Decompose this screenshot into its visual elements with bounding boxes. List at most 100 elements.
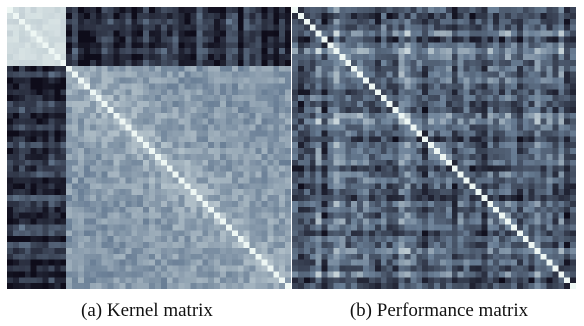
kernel-matrix-cell — [214, 195, 221, 202]
kernel-matrix-cell — [208, 54, 215, 61]
performance-matrix-cell — [528, 77, 535, 84]
kernel-matrix-cell — [101, 101, 108, 108]
performance-matrix-cell — [558, 112, 565, 120]
performance-matrix-cell — [309, 277, 317, 284]
kernel-matrix-cell — [166, 36, 174, 43]
kernel-matrix-cell — [78, 106, 85, 114]
performance-matrix-cell — [564, 42, 571, 49]
kernel-matrix-cell — [125, 65, 132, 73]
kernel-matrix-cell — [83, 18, 91, 26]
performance-matrix-cell — [398, 65, 405, 73]
kernel-matrix-cell — [166, 206, 174, 214]
kernel-matrix-cell — [190, 259, 197, 266]
performance-matrix-cell — [386, 159, 393, 167]
kernel-matrix-cell — [261, 18, 268, 26]
performance-matrix-cell — [351, 283, 358, 289]
performance-matrix-cell — [297, 71, 305, 78]
performance-matrix-cell — [292, 65, 299, 73]
kernel-matrix-cell — [42, 236, 49, 243]
performance-matrix-cell — [345, 106, 352, 114]
performance-matrix-cell — [386, 177, 393, 184]
performance-matrix-cell — [410, 95, 417, 102]
performance-matrix-cell — [422, 206, 429, 214]
performance-matrix-cell — [380, 95, 388, 102]
performance-matrix-cell — [552, 159, 559, 167]
performance-matrix-cell — [475, 36, 482, 43]
kernel-matrix-cell — [279, 59, 286, 67]
performance-matrix-cell — [339, 30, 346, 37]
kernel-matrix-cell — [18, 83, 26, 90]
kernel-matrix-cell — [208, 48, 215, 55]
kernel-matrix-cell — [78, 30, 85, 37]
kernel-matrix-cell — [18, 24, 26, 31]
performance-matrix-cell — [540, 65, 547, 73]
kernel-matrix-cell — [30, 195, 37, 202]
kernel-matrix-cell — [160, 271, 168, 278]
performance-matrix-cell — [487, 171, 494, 178]
performance-matrix-cell — [434, 24, 441, 31]
performance-matrix-cell — [516, 230, 524, 237]
performance-matrix-cell — [434, 165, 441, 172]
performance-matrix-cell — [392, 71, 399, 78]
performance-matrix-cell — [422, 253, 429, 261]
kernel-matrix-cell — [89, 89, 97, 96]
kernel-matrix-cell — [66, 212, 73, 219]
performance-matrix-cell — [380, 24, 388, 31]
kernel-matrix-cell — [261, 171, 268, 178]
kernel-matrix-cell — [137, 200, 144, 208]
performance-matrix-cell — [333, 271, 340, 278]
performance-matrix-cell — [392, 130, 399, 137]
performance-matrix-cell — [297, 171, 305, 178]
performance-matrix-cell — [368, 48, 376, 55]
kernel-matrix-cell — [78, 224, 85, 231]
performance-matrix-cell — [428, 30, 435, 37]
kernel-matrix-cell — [208, 30, 215, 37]
kernel-matrix-cell — [237, 165, 245, 172]
performance-matrix-cell — [398, 171, 405, 178]
kernel-matrix-cell — [89, 247, 97, 255]
kernel-matrix-cell — [231, 36, 239, 43]
performance-matrix-cell — [534, 230, 541, 237]
performance-matrix-cell — [463, 148, 470, 155]
performance-matrix-cell — [363, 159, 370, 167]
kernel-matrix-cell — [7, 77, 14, 84]
performance-matrix-cell — [481, 212, 488, 219]
performance-matrix-cell — [510, 112, 518, 120]
kernel-matrix-cell — [107, 253, 114, 261]
kernel-matrix-cell — [285, 18, 291, 26]
performance-matrix-cell — [386, 253, 393, 261]
performance-matrix-cell — [487, 36, 494, 43]
kernel-matrix-cell — [137, 7, 144, 14]
kernel-matrix-cell — [89, 271, 97, 278]
kernel-matrix-cell — [125, 200, 132, 208]
kernel-matrix-cell — [231, 77, 239, 84]
kernel-matrix-cell — [143, 89, 150, 96]
kernel-matrix-cell — [78, 283, 85, 289]
kernel-matrix-cell — [143, 247, 150, 255]
kernel-matrix-cell — [18, 189, 26, 196]
kernel-matrix-cell — [267, 247, 274, 255]
kernel-matrix-cell — [261, 42, 268, 49]
performance-matrix-cell — [439, 54, 447, 61]
kernel-matrix-cell — [261, 189, 268, 196]
kernel-matrix-cell — [202, 212, 209, 219]
kernel-matrix-cell — [243, 83, 250, 90]
kernel-matrix-cell — [42, 218, 49, 225]
kernel-matrix-cell — [178, 242, 185, 249]
kernel-matrix-cell — [202, 36, 209, 43]
kernel-matrix-cell — [231, 112, 239, 120]
kernel-matrix-cell — [143, 130, 150, 137]
kernel-matrix-cell — [18, 242, 26, 249]
performance-matrix-cell — [481, 247, 488, 255]
performance-matrix-cell — [463, 277, 470, 284]
performance-matrix-cell — [351, 30, 358, 37]
kernel-matrix-cell — [42, 259, 49, 266]
kernel-matrix-cell — [154, 12, 162, 20]
kernel-matrix-cell — [60, 101, 67, 108]
kernel-matrix-cell — [137, 83, 144, 90]
kernel-matrix-cell — [225, 54, 233, 61]
performance-matrix-cell — [386, 77, 393, 84]
performance-matrix-cell — [516, 271, 524, 278]
performance-matrix-cell — [505, 42, 512, 49]
kernel-matrix-cell — [113, 247, 120, 255]
